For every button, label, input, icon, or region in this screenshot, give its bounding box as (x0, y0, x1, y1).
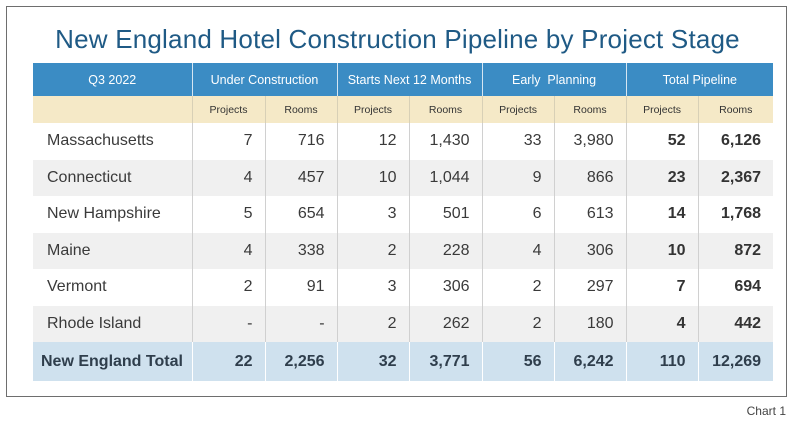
value-cell: 6 (482, 196, 554, 233)
group-header: Starts Next 12 Months (337, 63, 482, 96)
value-cell: 306 (554, 233, 626, 270)
value-cell: 297 (554, 269, 626, 306)
value-cell: 7 (192, 123, 265, 160)
table-row: Massachusetts 7 716 12 1,430 33 3,980 52 6,126 (33, 123, 773, 160)
value-cell: 2 (192, 269, 265, 306)
total-cell: 110 (626, 342, 698, 381)
state-label: Maine (33, 233, 192, 270)
value-cell: 4 (192, 160, 265, 197)
state-label: Vermont (33, 269, 192, 306)
total-cell: 6,242 (554, 342, 626, 381)
value-cell: 3 (337, 196, 409, 233)
total-pipeline-cell: 442 (698, 306, 773, 343)
value-cell: 12 (337, 123, 409, 160)
value-cell: 228 (409, 233, 482, 270)
total-pipeline-cell: 694 (698, 269, 773, 306)
total-row: New England Total 22 2,256 32 3,771 56 6… (33, 342, 773, 381)
group-header: Early Planning (482, 63, 626, 96)
total-cell: 32 (337, 342, 409, 381)
value-cell: 2 (337, 233, 409, 270)
value-cell: - (192, 306, 265, 343)
table-row: Vermont 2 91 3 306 2 297 7 694 (33, 269, 773, 306)
value-cell: 866 (554, 160, 626, 197)
value-cell: 2 (482, 269, 554, 306)
group-header: Total Pipeline (626, 63, 773, 96)
sub-header: Rooms (265, 96, 337, 123)
value-cell: 501 (409, 196, 482, 233)
total-cell: 22 (192, 342, 265, 381)
sub-header: Rooms (554, 96, 626, 123)
state-label: Massachusetts (33, 123, 192, 160)
total-cell: 3,771 (409, 342, 482, 381)
value-cell: 1,430 (409, 123, 482, 160)
value-cell: 654 (265, 196, 337, 233)
total-cell: 2,256 (265, 342, 337, 381)
table-row: Rhode Island - -2 262 2 180 4 442 (33, 306, 773, 343)
total-pipeline-cell: 872 (698, 233, 773, 270)
total-pipeline-cell: 23 (626, 160, 698, 197)
state-label: Rhode Island (33, 306, 192, 343)
group-header-row: Q3 2022 Under Construction Starts Next 1… (33, 63, 773, 96)
value-cell: 10 (337, 160, 409, 197)
value-cell: 262 (409, 306, 482, 343)
value-cell: 1,044 (409, 160, 482, 197)
table-row: Connecticut 4 457 10 1,044 9 866 23 2,367 (33, 160, 773, 197)
total-label: New England Total (33, 342, 192, 381)
value-cell: 91 (265, 269, 337, 306)
pipeline-table: Q3 2022 Under Construction Starts Next 1… (33, 63, 773, 381)
total-pipeline-cell: 7 (626, 269, 698, 306)
total-pipeline-cell: 52 (626, 123, 698, 160)
corner-label: Q3 2022 (33, 63, 192, 96)
total-pipeline-cell: 4 (626, 306, 698, 343)
sub-header: Projects (337, 96, 409, 123)
total-cell: 12,269 (698, 342, 773, 381)
total-pipeline-cell: 6,126 (698, 123, 773, 160)
total-pipeline-cell: 14 (626, 196, 698, 233)
state-label: New Hampshire (33, 196, 192, 233)
total-pipeline-cell: 2,367 (698, 160, 773, 197)
sub-header: Projects (626, 96, 698, 123)
value-cell: 9 (482, 160, 554, 197)
sub-header: Rooms (409, 96, 482, 123)
value-cell: 338 (265, 233, 337, 270)
value-cell: 716 (265, 123, 337, 160)
value-cell: 180 (554, 306, 626, 343)
total-pipeline-cell: 1,768 (698, 196, 773, 233)
value-cell: 3 (337, 269, 409, 306)
sub-header-blank (33, 96, 192, 123)
state-label: Connecticut (33, 160, 192, 197)
table-row: New Hampshire 5 654 3 501 6 613 14 1,768 (33, 196, 773, 233)
total-cell: 56 (482, 342, 554, 381)
sub-header: Rooms (698, 96, 773, 123)
chart-frame: New England Hotel Construction Pipeline … (6, 6, 787, 397)
sub-header-row: Projects Rooms Projects Rooms Projects R… (33, 96, 773, 123)
value-cell: 2 (337, 306, 409, 343)
group-header: Under Construction (192, 63, 337, 96)
value-cell: 457 (265, 160, 337, 197)
value-cell: 3,980 (554, 123, 626, 160)
value-cell: 2 (482, 306, 554, 343)
table-row: Maine 4 338 2 228 4 306 10 872 (33, 233, 773, 270)
value-cell: 4 (482, 233, 554, 270)
value-cell: 5 (192, 196, 265, 233)
total-pipeline-cell: 10 (626, 233, 698, 270)
sub-header: Projects (192, 96, 265, 123)
value-cell: 306 (409, 269, 482, 306)
value-cell: 33 (482, 123, 554, 160)
value-cell: - (265, 306, 337, 343)
chart-number-label: Chart 1 (747, 404, 786, 418)
chart-title: New England Hotel Construction Pipeline … (7, 24, 788, 55)
value-cell: 4 (192, 233, 265, 270)
sub-header: Projects (482, 96, 554, 123)
value-cell: 613 (554, 196, 626, 233)
